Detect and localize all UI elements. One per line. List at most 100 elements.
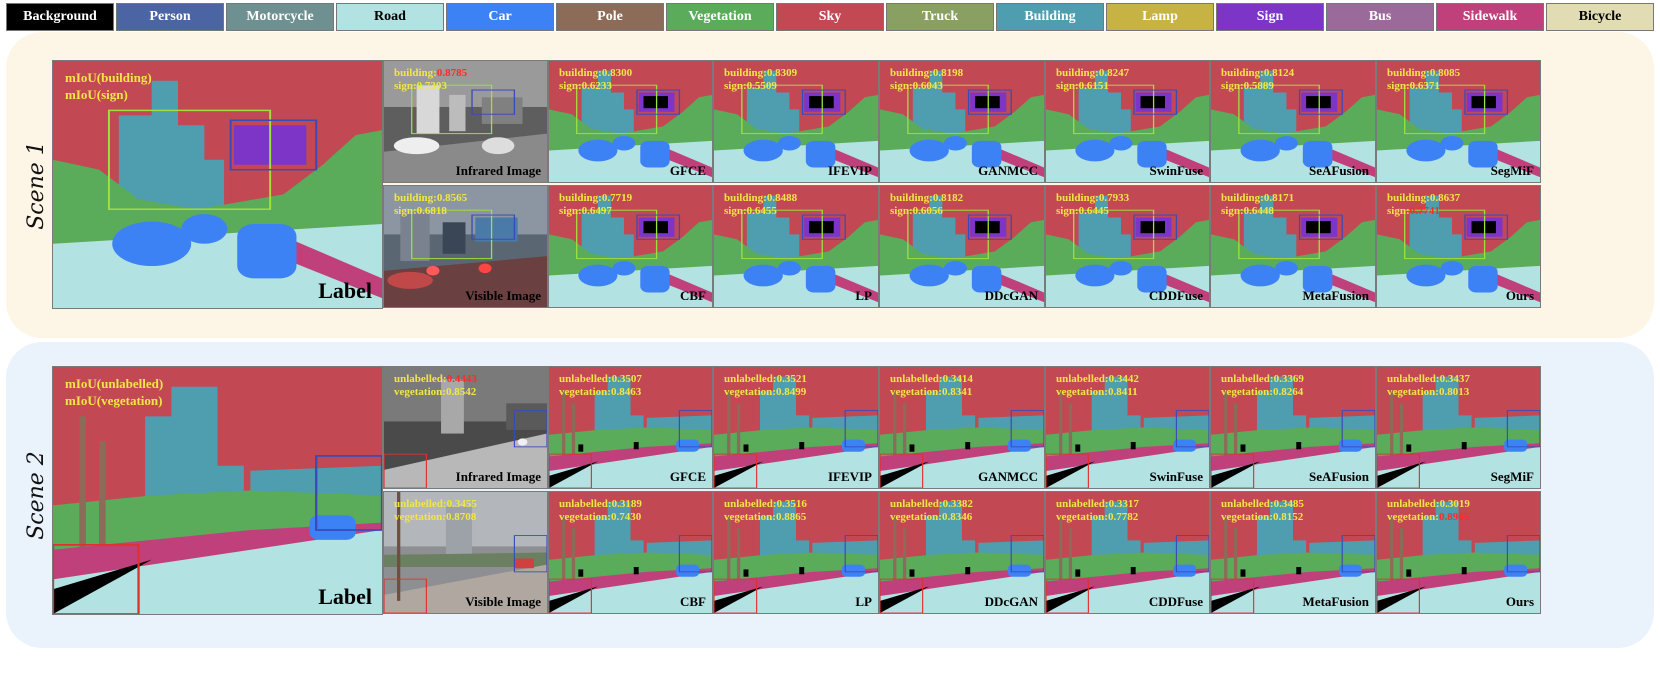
scene-1-method-segmif-panel-segmentation-image [1377,61,1540,182]
metric-separator: : [1074,80,1079,92]
scene-2-label-panel-segmentation-image [53,367,382,614]
metric-class-name: sign [1387,205,1406,217]
metric-line: sign:0.6818 [394,205,467,218]
metric-value: 0.7430 [610,511,642,523]
scene-2-method-segmif-panel: unlabelled:0.3437 vegetation:0.8013 SegMiF [1376,366,1541,489]
metric-value: 0.8085 [1429,67,1461,79]
legend-bus: Bus [1326,3,1434,31]
metric-line: building:0.8309 [724,67,797,80]
metric-scores: unlabelled:0.3442 vegetation:0.8411 [1056,373,1139,399]
metric-class-name: vegetation [559,511,608,523]
metric-value: 0.3414 [942,373,973,385]
metric-value: 0.3437 [1439,373,1470,385]
metric-separator: : [1435,373,1440,385]
method-name: CBF [680,288,706,303]
metric-value: 0.3521 [776,373,807,385]
metric-separator: : [412,205,417,217]
scene-2-method-seafusion-panel-segmentation-image [1211,367,1375,488]
metric-separator: : [1239,205,1244,217]
metric-value: 0.6151 [1078,80,1109,92]
metric-separator: : [1260,192,1264,204]
metric-separator: : [908,205,913,217]
metric-separator: : [1104,511,1108,523]
metric-line: vegetation:0.8264 [1221,386,1304,399]
metric-line: vegetation:0.7430 [559,511,642,524]
method-name: MetaFusion [1302,288,1369,303]
scene-2-method-ganmcc-panel-segmentation-image [880,367,1044,488]
metric-line: vegetation:0.8152 [1221,511,1304,524]
metric-value: 0.8565 [436,192,468,204]
scene-1-method-segmif-panel: building:0.8085 sign:0.6371 SegMiF [1376,60,1541,183]
metric-separator: : [908,80,913,92]
scene-2-method-cddfuse-panel: unlabelled:0.3317 vegetation:0.7782 CDDFus… [1045,491,1210,614]
metric-scores: unlabelled:0.4443 vegetation:0.8542 [394,373,477,399]
metric-line: building:0.8637 [1387,192,1460,205]
metric-value: 0.6233 [581,80,612,92]
metric-line: unlabelled:0.3516 [724,498,807,511]
visible-title: Visible Image [465,288,541,303]
visible-title: Visible Image [465,594,541,609]
metric-class-name: unlabelled [890,373,939,385]
metric-value: 0.8182 [932,192,964,204]
metric-line: vegetation:0.8013 [1387,386,1470,399]
metric-separator: : [1269,386,1273,398]
scene-1-label-panel-segmentation-image [53,61,382,308]
metric-line: sign:0.6233 [559,80,632,93]
metric-separator: : [1104,373,1109,385]
metric-value: 0.7719 [601,192,633,204]
metric-class-name: unlabelled [724,373,773,385]
metric-line: sign:0.6497 [559,205,632,218]
metric-line: building:0.8785 [394,67,467,80]
metric-value: 0.6497 [581,205,612,217]
legend-sign: Sign [1216,3,1324,31]
legend-person: Person [116,3,224,31]
metric-value: 0.6043 [912,80,943,92]
metric-scores: building:0.8300 sign:0.6233 [559,67,632,93]
metric-scores: building:0.7719 sign:0.6497 [559,192,632,218]
scene-1-method-gfce-panel-segmentation-image [549,61,712,182]
metric-line: unlabelled:0.3442 [1056,373,1139,386]
metric-value: 0.8637 [1429,192,1461,204]
metric-class-name: unlabelled [724,498,773,510]
metric-line: building:0.8182 [890,192,963,205]
scene-2-method-ifevip-panel-segmentation-image [714,367,878,488]
metric-value: 0.8300 [601,67,633,79]
method-name: SegMiF [1490,469,1534,484]
method-name: DDcGAN [984,288,1038,303]
method-name: DDcGAN [984,594,1038,609]
legend-building: Building [996,3,1104,31]
metric-class-name: building [1387,67,1427,79]
metric-class-name: building [394,192,434,204]
metric-class-name: sign [1387,80,1406,92]
metric-class-name: building [1056,67,1096,79]
metric-separator: : [442,386,446,398]
metric-scores: unlabelled:0.3485 vegetation:0.8152 [1221,498,1304,524]
metric-class-name: unlabelled [1056,498,1105,510]
scene-2-method-swinfuse-panel: unlabelled:0.3442 vegetation:0.8411 SwinFu… [1045,366,1210,489]
metric-class-name: sign [724,80,743,92]
metric-class-name: sign [890,80,909,92]
metric-class-name: building [1387,192,1427,204]
scene-1-label: Scene 1 [23,140,49,230]
metric-value: 0.3485 [1273,498,1304,510]
metric-class-name: sign [559,205,578,217]
metric-class-name: vegetation [890,511,939,523]
metric-name-line: mIoU(building) [65,70,152,85]
metric-separator: : [1260,67,1264,79]
metric-line: unlabelled:0.3369 [1221,373,1304,386]
metric-separator: : [1239,80,1244,92]
scene-2-method-segmif-panel-segmentation-image [1377,367,1540,488]
metric-scores: unlabelled:0.3317 vegetation:0.7782 [1056,498,1139,524]
metric-line: unlabelled:0.3521 [724,373,807,386]
scene-1-label-panel: mIoU(building) mIoU(sign) Label [52,60,383,309]
metric-class-name: vegetation [394,511,443,523]
metric-line: unlabelled:0.3507 [559,373,642,386]
metric-class-name: building [394,67,434,79]
metric-separator: : [763,192,767,204]
metric-scores: building:0.8085 sign:0.6371 [1387,67,1460,93]
scene-1-infrared-panel: building:0.8785 sign:0.7303 Infrared Image [383,60,548,183]
metric-class-name: unlabelled [1387,373,1436,385]
metric-separator: : [598,192,602,204]
metric-value: 0.8488 [766,192,798,204]
metric-class-name: building [559,192,599,204]
